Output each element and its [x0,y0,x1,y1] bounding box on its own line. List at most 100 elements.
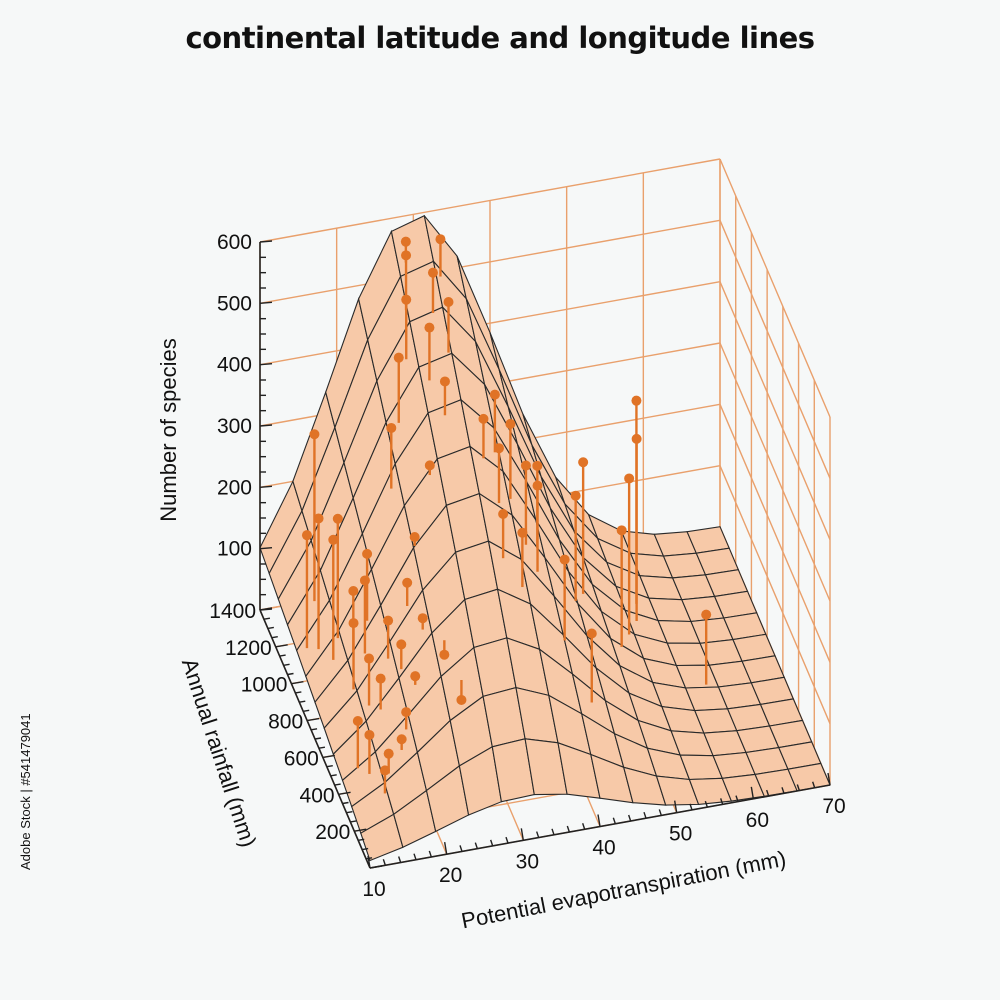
x-axis-tick-label: 30 [516,850,539,873]
y-axis-tick [362,847,369,851]
x-axis-tick [490,839,494,847]
data-point [401,707,412,718]
back-wall-hline [259,219,721,305]
data-point [489,389,500,400]
data-point [352,716,363,726]
z-axis-tick [259,424,273,427]
data-point [427,267,438,278]
x-axis-tick [382,859,386,866]
data-point [701,609,712,620]
data-point [435,234,446,245]
z-axis-tick-label: 200 [217,476,252,499]
y-axis-tick [267,626,274,630]
z-axis-label: Number of species [156,338,181,521]
data-point [383,748,394,759]
data-point [379,765,390,776]
x-axis-tick [689,803,693,811]
data-point [348,618,359,629]
side-wall-hline [719,281,831,540]
data-point [328,534,339,545]
data-point [520,460,531,471]
data-point [616,525,627,536]
z-axis-tick [259,240,273,243]
y-axis-tick [354,828,367,832]
z-axis-tick [259,301,273,305]
chart-title: continental latitude and longitude lines [185,21,814,55]
y-axis-tick [299,700,306,703]
data-point [417,613,428,624]
data-point [301,530,312,541]
x-axis-tick-label: 40 [592,837,615,860]
y-axis-tick [350,820,357,823]
y-axis-tick [310,728,318,731]
x-axis-tick [827,772,831,786]
x-axis-tick [536,831,540,838]
y-axis-tick [338,791,351,795]
data-point [439,376,450,387]
x-axis-tick [398,856,402,863]
x-axis-tick [781,787,785,794]
data-point [586,628,597,639]
data-point [424,322,435,333]
y-axis-tick-label: 800 [268,711,303,734]
y-axis-tick-label: 1200 [225,637,272,660]
y-axis-tick [271,635,278,639]
data-point [383,615,394,626]
data-point [570,490,581,501]
data-point [578,457,589,468]
y-axis-tick [303,709,310,713]
x-axis-tick [551,828,555,836]
y-axis-tick [314,737,322,740]
x-axis-tick [597,814,601,827]
z-axis-tick-label: 500 [217,292,252,315]
y-axis-tick-label: 200 [315,821,350,844]
data-point [332,513,343,524]
data-point [402,577,413,588]
x-axis-tick [612,817,616,824]
y-axis-tick [295,691,302,694]
x-axis-tick [766,789,770,797]
data-point [364,729,375,740]
y-axis-tick [322,754,335,759]
x-axis-tick [658,809,662,816]
x-axis-tick [428,850,432,858]
side-wall-hline [719,465,831,724]
x-axis-tick [704,800,708,808]
data-point [478,413,489,424]
data-point [309,429,320,440]
y-axis-tick [291,681,304,685]
x-axis-tick-label: 20 [439,864,462,887]
y-axis-tick-label: 600 [284,747,319,770]
y-axis-tick [263,617,271,620]
x-axis-tick [505,836,509,844]
side-wall-hline [719,404,831,663]
data-point [498,509,509,520]
x-axis-tick [673,800,678,813]
x-axis-tick [812,781,816,788]
x-axis-tick-label: 70 [822,795,845,818]
y-axis-tick [346,811,353,814]
y-axis-tick [259,607,273,611]
data-point [532,460,543,471]
x-axis-tick-label: 60 [746,809,769,832]
x-axis-tick-label: 50 [669,823,692,846]
data-point [396,734,407,745]
x-axis-tick [566,825,570,833]
y-axis-tick [334,783,341,786]
data-point [410,671,421,682]
y-axis-tick [287,672,294,676]
x-axis-tick [413,853,417,860]
y-axis-tick [330,774,337,777]
x-axis-tick [474,842,478,849]
x-axis-tick [582,823,586,830]
data-point [517,527,528,538]
data-point [494,443,504,454]
z-axis-tick [259,485,273,489]
y-axis-tick [307,717,320,722]
x-axis-tick [750,786,755,799]
data-point [624,473,635,484]
z-axis-tick [259,546,273,550]
y-axis-tick [275,644,288,648]
data-point [362,548,373,559]
